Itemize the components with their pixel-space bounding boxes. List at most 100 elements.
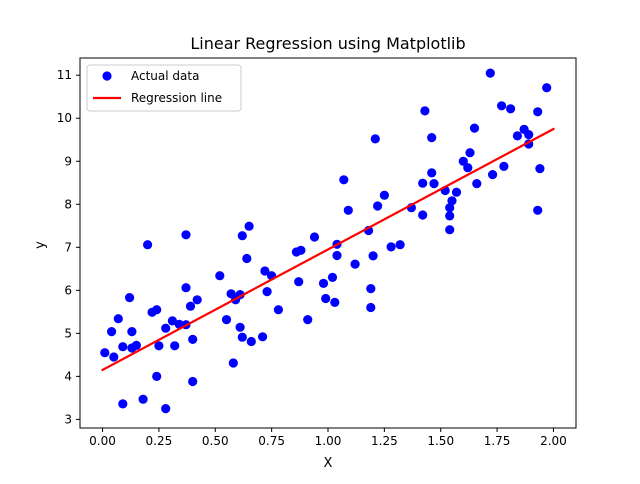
data-point <box>445 225 455 235</box>
data-point <box>524 130 534 140</box>
legend-box <box>86 64 242 112</box>
data-point <box>463 163 473 173</box>
data-point <box>366 284 376 294</box>
data-point <box>125 293 135 303</box>
y-tick-label: 3 <box>64 412 72 426</box>
x-tick-label: 0.25 <box>146 434 173 448</box>
data-point <box>181 283 191 293</box>
data-point <box>296 245 306 255</box>
data-point <box>237 231 247 241</box>
data-point <box>161 404 171 414</box>
data-point <box>386 242 396 252</box>
data-point <box>258 332 268 342</box>
y-tick-label: 7 <box>64 240 72 254</box>
x-tick-label: 0.75 <box>258 434 285 448</box>
x-tick-label: 2.00 <box>540 434 567 448</box>
legend-label: Actual data <box>131 69 199 83</box>
data-point <box>118 342 128 352</box>
data-point <box>262 287 272 297</box>
data-point <box>465 148 475 158</box>
y-tick-label: 10 <box>57 111 72 125</box>
data-point <box>339 175 349 185</box>
x-tick-label: 0.00 <box>89 434 116 448</box>
data-point <box>512 131 523 141</box>
data-point <box>370 134 380 144</box>
y-tick-label: 6 <box>64 283 72 297</box>
legend: Actual data Regression line <box>86 64 242 112</box>
data-point <box>451 187 462 197</box>
data-point <box>131 340 141 350</box>
y-tick-label: 5 <box>64 326 72 340</box>
data-point <box>533 107 543 117</box>
data-point <box>458 156 468 166</box>
data-point <box>118 399 128 409</box>
x-tick-label: 1.75 <box>484 434 511 448</box>
data-point <box>242 253 252 264</box>
data-point <box>373 201 383 211</box>
regression-line <box>101 127 555 372</box>
data-point <box>260 266 270 276</box>
data-point <box>152 305 162 315</box>
data-point <box>127 327 137 337</box>
data-point <box>350 259 360 269</box>
data-point <box>497 101 507 111</box>
data-point <box>221 315 232 325</box>
data-point <box>185 301 196 311</box>
data-point <box>246 336 256 347</box>
y-tick-label: 4 <box>64 369 72 383</box>
data-point <box>395 240 405 250</box>
data-point <box>303 315 313 325</box>
y-axis-label: y <box>33 241 48 249</box>
data-point <box>332 250 342 261</box>
data-point <box>309 232 320 242</box>
data-point <box>161 323 171 333</box>
data-point <box>244 221 254 231</box>
data-point <box>192 295 202 305</box>
data-point <box>188 334 198 344</box>
chart-title: Linear Regression using Matplotlib <box>190 34 465 53</box>
data-point <box>485 68 495 78</box>
data-point <box>330 297 340 307</box>
legend-marker-actual-data <box>102 71 112 81</box>
data-point <box>499 161 509 171</box>
data-point <box>447 196 457 206</box>
data-point <box>327 272 338 282</box>
data-point <box>109 352 119 362</box>
data-point <box>107 327 117 337</box>
data-point <box>138 394 148 404</box>
data-point <box>152 371 162 381</box>
data-point <box>113 314 123 324</box>
data-point <box>535 164 545 174</box>
data-point <box>273 305 283 315</box>
data-point <box>188 376 198 387</box>
data-point <box>215 271 225 281</box>
data-point <box>488 170 498 180</box>
data-point <box>167 316 177 326</box>
data-point <box>235 322 245 332</box>
plot-area <box>100 68 555 414</box>
data-point <box>321 293 331 304</box>
data-point <box>343 205 353 215</box>
y-tick-label: 8 <box>64 197 72 211</box>
data-point <box>170 341 180 351</box>
data-point <box>418 178 428 188</box>
data-point <box>366 302 376 313</box>
data-point <box>445 211 455 221</box>
data-point <box>379 190 389 200</box>
data-point <box>542 83 552 93</box>
data-point <box>469 123 480 133</box>
data-point <box>506 104 516 114</box>
data-point <box>533 205 543 215</box>
data-point <box>228 358 238 368</box>
data-point <box>143 240 153 250</box>
y-tick-label: 9 <box>64 154 72 168</box>
data-point <box>427 168 437 178</box>
data-point <box>429 179 439 189</box>
data-point <box>368 251 378 261</box>
x-tick-label: 1.25 <box>371 434 398 448</box>
data-point <box>472 179 482 189</box>
x-tick-label: 0.50 <box>202 434 229 448</box>
data-point <box>418 210 428 220</box>
